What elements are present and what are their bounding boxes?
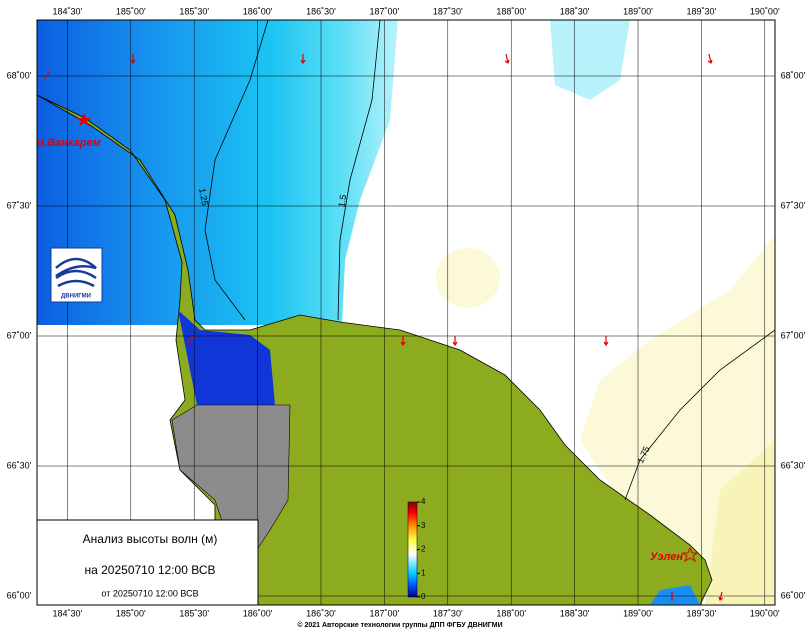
longitude-label: 187˚30' <box>433 608 463 618</box>
longitude-label: 186˚00' <box>243 608 273 618</box>
longitude-label: 189˚00' <box>623 6 653 16</box>
longitude-label: 188˚30' <box>560 608 590 618</box>
coordinate-labels: 184˚30' 184˚30' 185˚00' 185˚00' 185˚30' 185˚3… <box>7 6 806 618</box>
place-marker <box>681 546 699 563</box>
sea-swell <box>705 440 775 605</box>
longitude-label: 185˚00' <box>116 608 146 618</box>
logo: ДВНИГМИ <box>50 247 103 303</box>
colorbar-tick-label: 0 <box>421 592 426 601</box>
sea-waves <box>37 20 398 325</box>
longitude-label: 190˚00' <box>750 608 780 618</box>
longitude-label: 187˚00' <box>370 608 400 618</box>
footer: © 2021 Авторские технологии группы ДПП Ф… <box>297 621 502 629</box>
longitude-label: 187˚30' <box>433 6 463 16</box>
longitude-label: 189˚00' <box>623 608 653 618</box>
isoline <box>624 329 775 501</box>
place-label: Уэлен <box>650 551 683 563</box>
place-marker <box>77 113 91 126</box>
longitude-label: 188˚30' <box>560 6 590 16</box>
isoline <box>337 20 381 321</box>
sea-waves <box>650 585 700 605</box>
longitude-label: 188˚00' <box>496 6 526 16</box>
map-area: м.Ванкарем Уэлен 1.25 1.5 1.75 <box>36 20 775 605</box>
longitude-label: 186˚30' <box>306 6 336 16</box>
colorbar-tick-label: 4 <box>421 497 426 506</box>
latitude-label: 66˚00' <box>7 590 32 600</box>
longitude-label: 190˚00' <box>750 6 780 16</box>
longitude-label: 189˚30' <box>687 6 717 16</box>
sea-waves <box>550 20 630 100</box>
latitude-label: 68˚00' <box>7 70 32 80</box>
sea-swell <box>436 248 500 308</box>
colorbar-ticks: 0 1 2 3 4 <box>417 497 426 601</box>
longitude-label: 185˚30' <box>179 6 209 16</box>
colorbar <box>407 501 418 598</box>
longitude-label: 184˚30' <box>53 608 83 618</box>
logo-text: ДВНИГМИ <box>61 294 91 300</box>
info-issued: от 20250710 12:00 ВСВ <box>101 588 198 598</box>
longitude-label: 187˚00' <box>370 6 400 16</box>
isoline <box>204 20 269 321</box>
longitude-label: 186˚30' <box>306 608 336 618</box>
colorbar-tick-label: 1 <box>421 568 426 577</box>
map-frame <box>36 19 776 606</box>
colorbar-tick-label: 2 <box>421 545 426 554</box>
graticule <box>37 20 775 605</box>
colorbar-tick-label: 3 <box>421 521 426 530</box>
info-valid: на 20250710 12:00 ВСВ <box>85 563 216 577</box>
info-box: Анализ высоты волн (м) на 20250710 12:00… <box>36 519 259 606</box>
info-panel <box>36 519 259 606</box>
isoline-label: 1.25 <box>197 187 210 206</box>
place-label: м.Ванкарем <box>36 137 101 149</box>
info-title: Анализ высоты волн (м) <box>83 532 218 546</box>
latitude-label: 67˚00' <box>781 330 806 340</box>
longitude-label: 184˚30' <box>53 6 83 16</box>
wave-arrows <box>44 53 724 601</box>
longitude-label: 185˚00' <box>116 6 146 16</box>
lagoon <box>178 310 275 405</box>
latitude-label: 67˚30' <box>7 200 32 210</box>
longitude-label: 186˚00' <box>243 6 273 16</box>
latitude-label: 68˚00' <box>781 70 806 80</box>
latitude-label: 66˚30' <box>781 460 806 470</box>
longitude-label: 188˚00' <box>496 608 526 618</box>
latitude-label: 67˚00' <box>7 330 32 340</box>
longitude-label: 189˚30' <box>687 608 717 618</box>
longitude-label: 185˚30' <box>179 608 209 618</box>
latitude-label: 66˚00' <box>781 590 806 600</box>
isoline-label: 1.5 <box>336 194 348 208</box>
latitude-label: 67˚30' <box>781 200 806 210</box>
latitude-label: 66˚30' <box>7 460 32 470</box>
